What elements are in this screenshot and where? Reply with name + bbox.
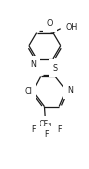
Text: F: F <box>57 125 61 134</box>
Text: N: N <box>30 59 36 69</box>
Text: O: O <box>47 19 53 28</box>
Text: F: F <box>31 125 36 134</box>
Text: OH: OH <box>65 23 78 32</box>
Text: F: F <box>44 130 49 139</box>
Text: Cl: Cl <box>24 87 32 96</box>
Text: N: N <box>67 86 73 95</box>
Text: CF₃: CF₃ <box>39 120 52 129</box>
Text: S: S <box>53 64 58 73</box>
